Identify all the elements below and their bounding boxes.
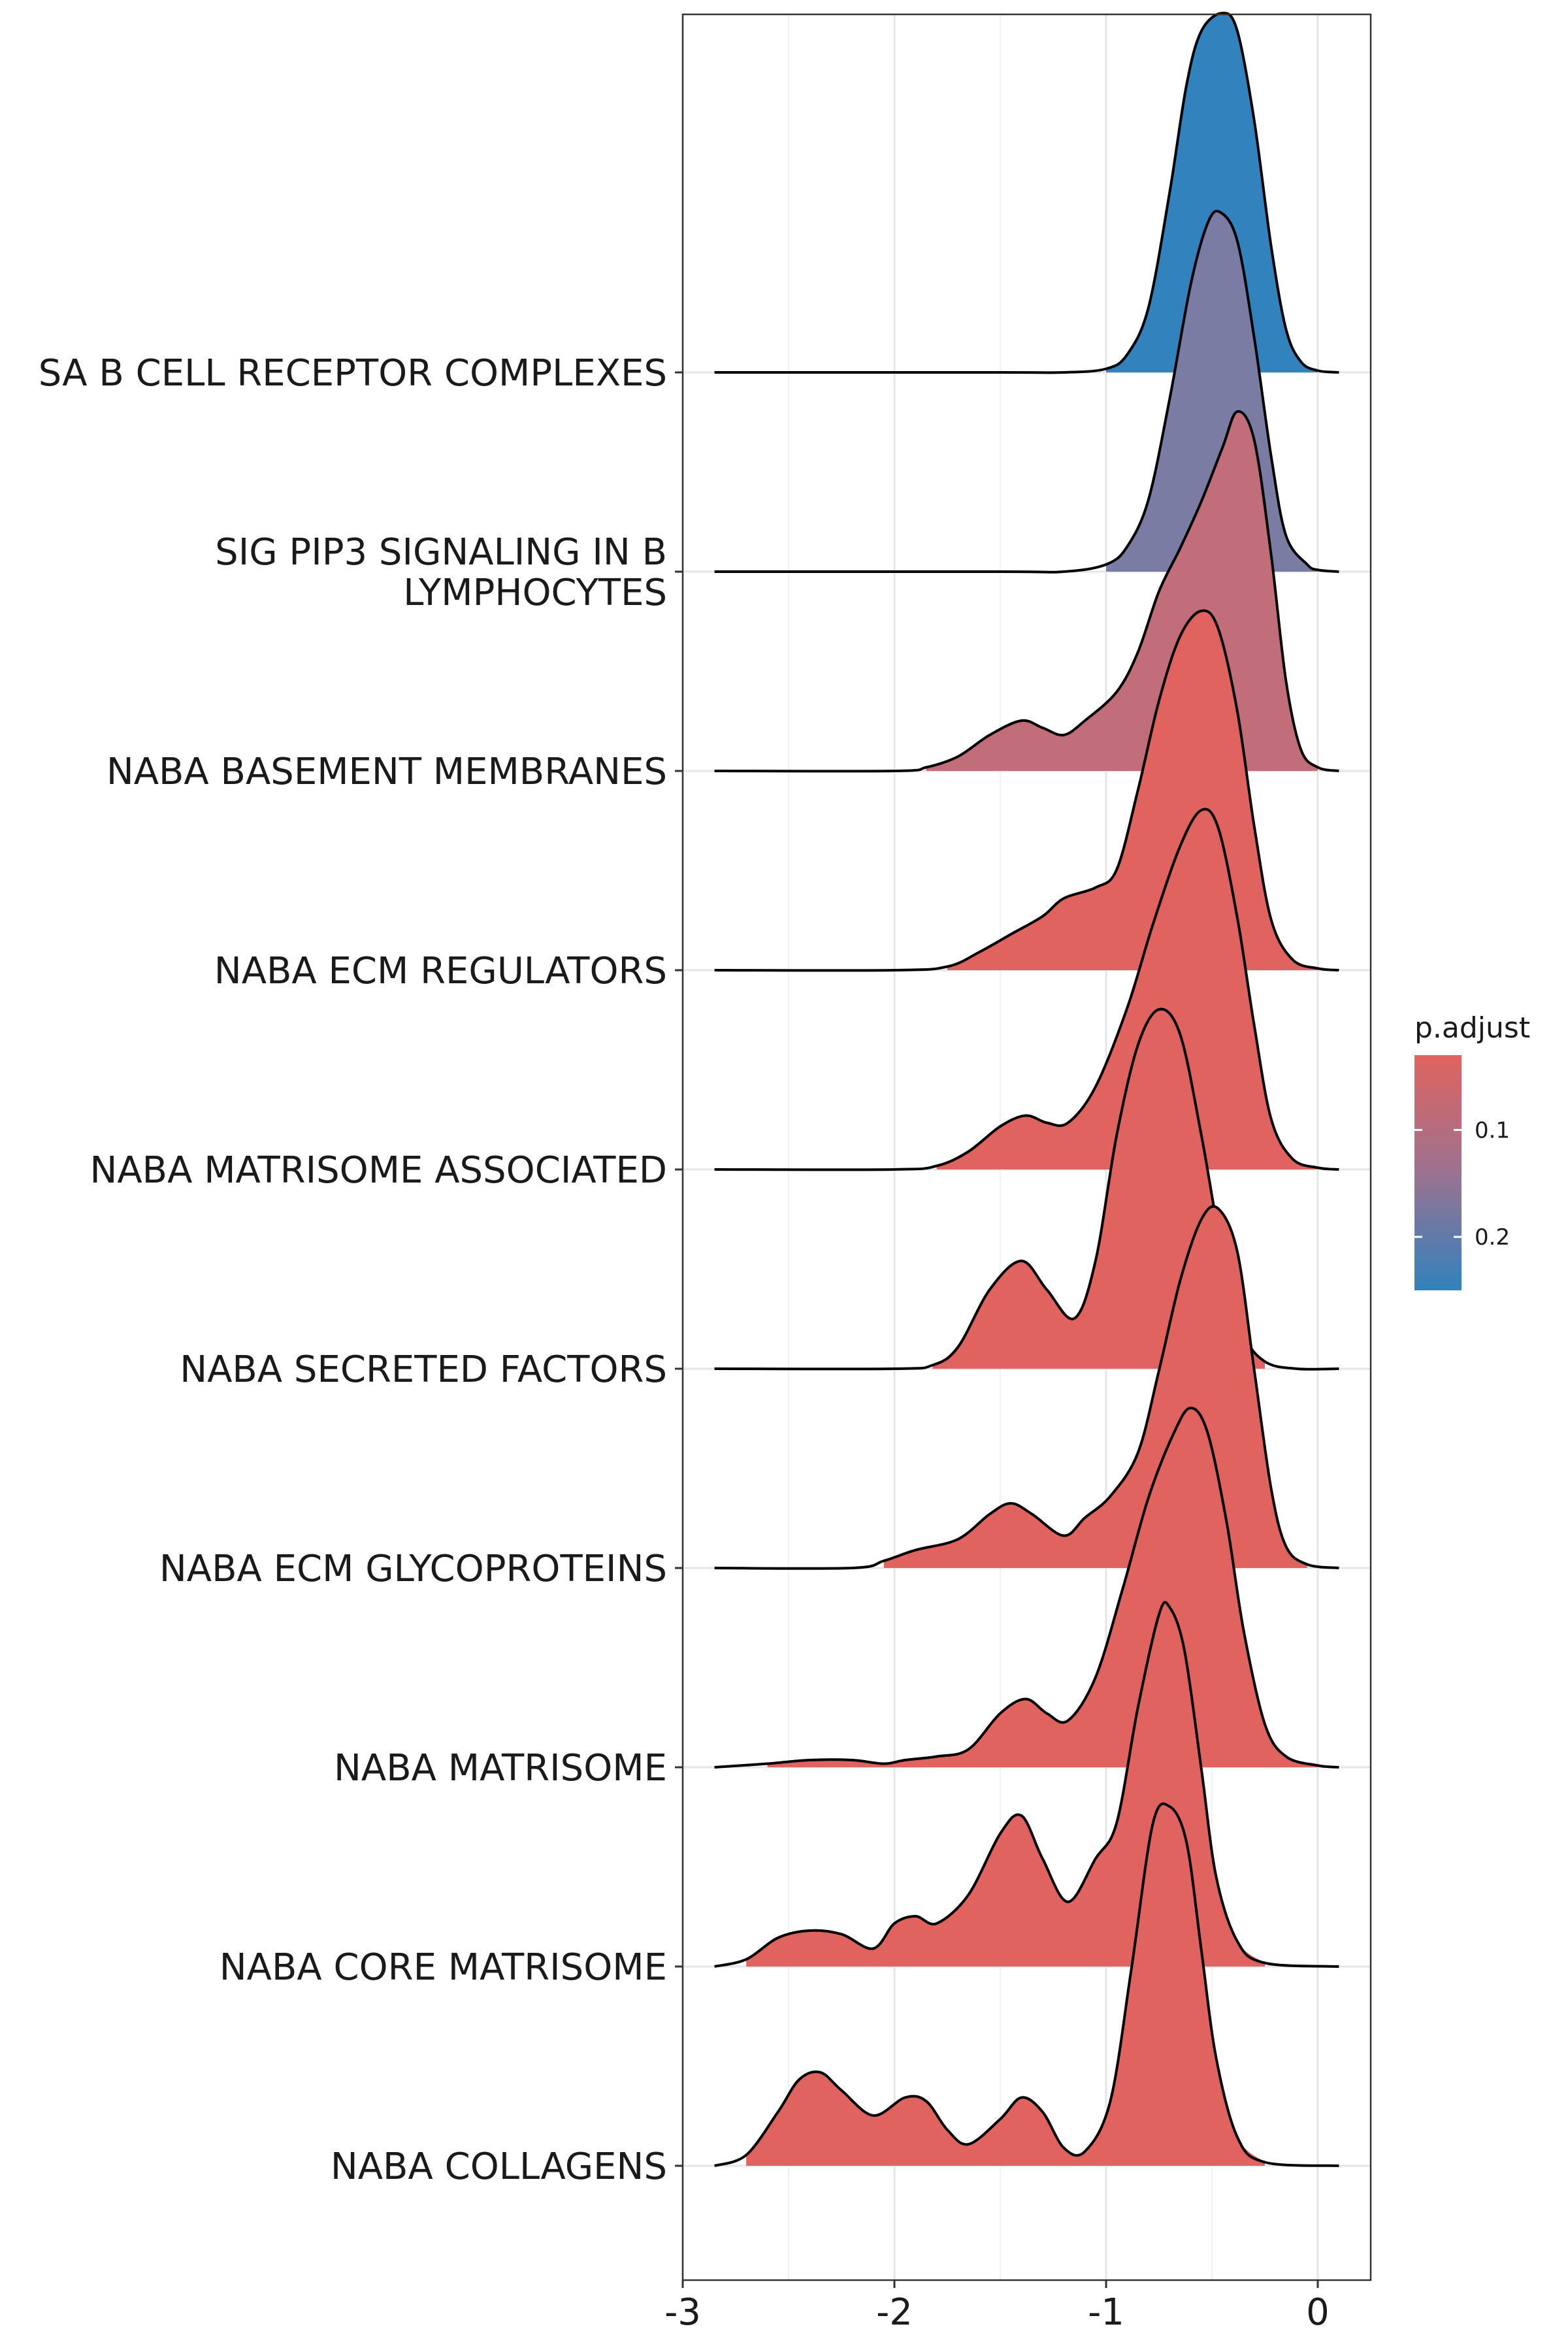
ridges — [713, 12, 1339, 2167]
ridge-fill — [1106, 13, 1318, 372]
y-tick-label: NABA CORE MATRISOME — [220, 1946, 667, 1989]
y-tick-label: SA B CELL RECEPTOR COMPLEXES — [39, 352, 667, 395]
legend-colorbar — [1414, 1055, 1462, 1290]
ridge-outline — [714, 410, 1339, 773]
y-tick-label: SIG PIP3 SIGNALING IN B LYMPHOCYTES — [215, 531, 667, 614]
y-tick-label: NABA MATRISOME ASSOCIATED — [90, 1149, 667, 1192]
y-tick-label: NABA ECM REGULATORS — [214, 950, 667, 992]
ridge-fill — [936, 809, 1318, 1169]
x-tick-label: -3 — [664, 2291, 701, 2334]
x-axis: -3 -2 -1 0 — [664, 2280, 1330, 2334]
y-tick-label: NABA ECM GLYCOPROTEINS — [159, 1548, 667, 1590]
ridge-series — [714, 808, 1339, 1171]
ridge-series — [714, 12, 1339, 374]
ridge-outline — [714, 1205, 1339, 1570]
x-tick-label: 0 — [1306, 2291, 1330, 2334]
ridge-outline — [713, 1802, 1339, 2167]
ridge-outline — [714, 210, 1339, 574]
ridge-series — [714, 210, 1339, 574]
ridge-fill — [746, 1803, 1265, 2166]
ridge-outline — [714, 609, 1339, 972]
ridge-outline — [714, 12, 1339, 374]
y-axis: SA B CELL RECEPTOR COMPLEXES SIG PIP3 SIG… — [39, 352, 683, 2188]
x-tick-label: -2 — [876, 2291, 913, 2334]
panel-border — [681, 13, 1372, 2281]
y-tick-label: NABA BASEMENT MEMBRANES — [106, 751, 667, 793]
y-tick-label: NABA MATRISOME — [334, 1747, 667, 1789]
ridge-fill — [1106, 211, 1318, 572]
y-tick-label: NABA SECRETED FACTORS — [180, 1348, 667, 1391]
ridge-series — [713, 1802, 1339, 2167]
legend-tick-label: 0.2 — [1475, 1224, 1510, 1250]
legend-tick-label: 0.1 — [1475, 1118, 1510, 1144]
legend: p.adjust 0.1 0.2 — [1414, 1011, 1530, 1290]
y-tick-label: NABA COLLAGENS — [331, 2146, 667, 2188]
x-tick-label: -1 — [1088, 2291, 1124, 2334]
ridge-fill — [746, 1602, 1265, 1967]
ridge-outline — [714, 808, 1339, 1171]
ridge-series — [714, 1601, 1339, 1968]
ridge-outline — [714, 1601, 1339, 1968]
legend-title: p.adjust — [1414, 1011, 1530, 1045]
ridge-outline — [714, 1407, 1339, 1769]
